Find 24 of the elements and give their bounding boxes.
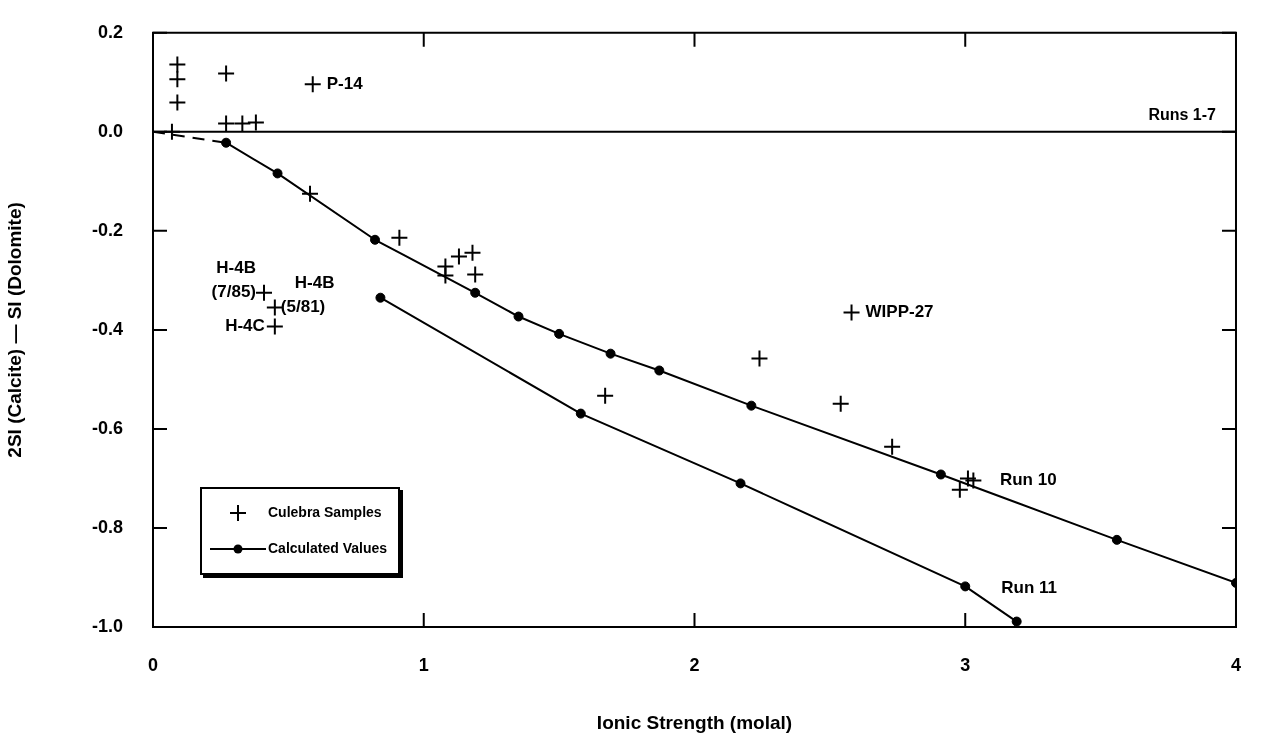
annotation: P-14 bbox=[326, 73, 364, 93]
legend-label: Calculated Values bbox=[268, 539, 388, 556]
annotation: Run 10 bbox=[999, 470, 1057, 490]
annotation: H-4C bbox=[225, 316, 265, 336]
y-tick-label: -1.0 bbox=[91, 615, 123, 636]
annotation: Run 11 bbox=[1001, 578, 1057, 598]
ref-line-label: Runs 1-7 bbox=[1148, 106, 1217, 124]
y-tick-label: 0.0 bbox=[97, 120, 123, 141]
x-axis-title: Ionic Strength (molal) bbox=[596, 711, 793, 733]
x-tick-label: 3 bbox=[960, 654, 971, 675]
x-tick-label: 1 bbox=[418, 654, 429, 675]
y-tick-label: 0.2 bbox=[97, 21, 123, 42]
legend-label: Culebra Samples bbox=[268, 503, 382, 520]
annotation: H-4B (5/81) bbox=[280, 273, 335, 317]
annotation: H-4B (7/85) bbox=[211, 258, 257, 302]
x-tick-label: 2 bbox=[689, 654, 700, 675]
x-tick-label: 0 bbox=[147, 654, 159, 675]
y-tick-label: -0.2 bbox=[91, 219, 123, 240]
y-tick-label: -0.6 bbox=[91, 417, 123, 438]
x-tick-label: 4 bbox=[1230, 654, 1241, 675]
y-axis-title: 2SI (Calcite) — SI (Dolomite) bbox=[3, 202, 25, 458]
annotation: WIPP-27 bbox=[865, 302, 934, 322]
y-tick-label: -0.8 bbox=[91, 516, 123, 537]
y-tick-label: -0.4 bbox=[91, 318, 123, 339]
